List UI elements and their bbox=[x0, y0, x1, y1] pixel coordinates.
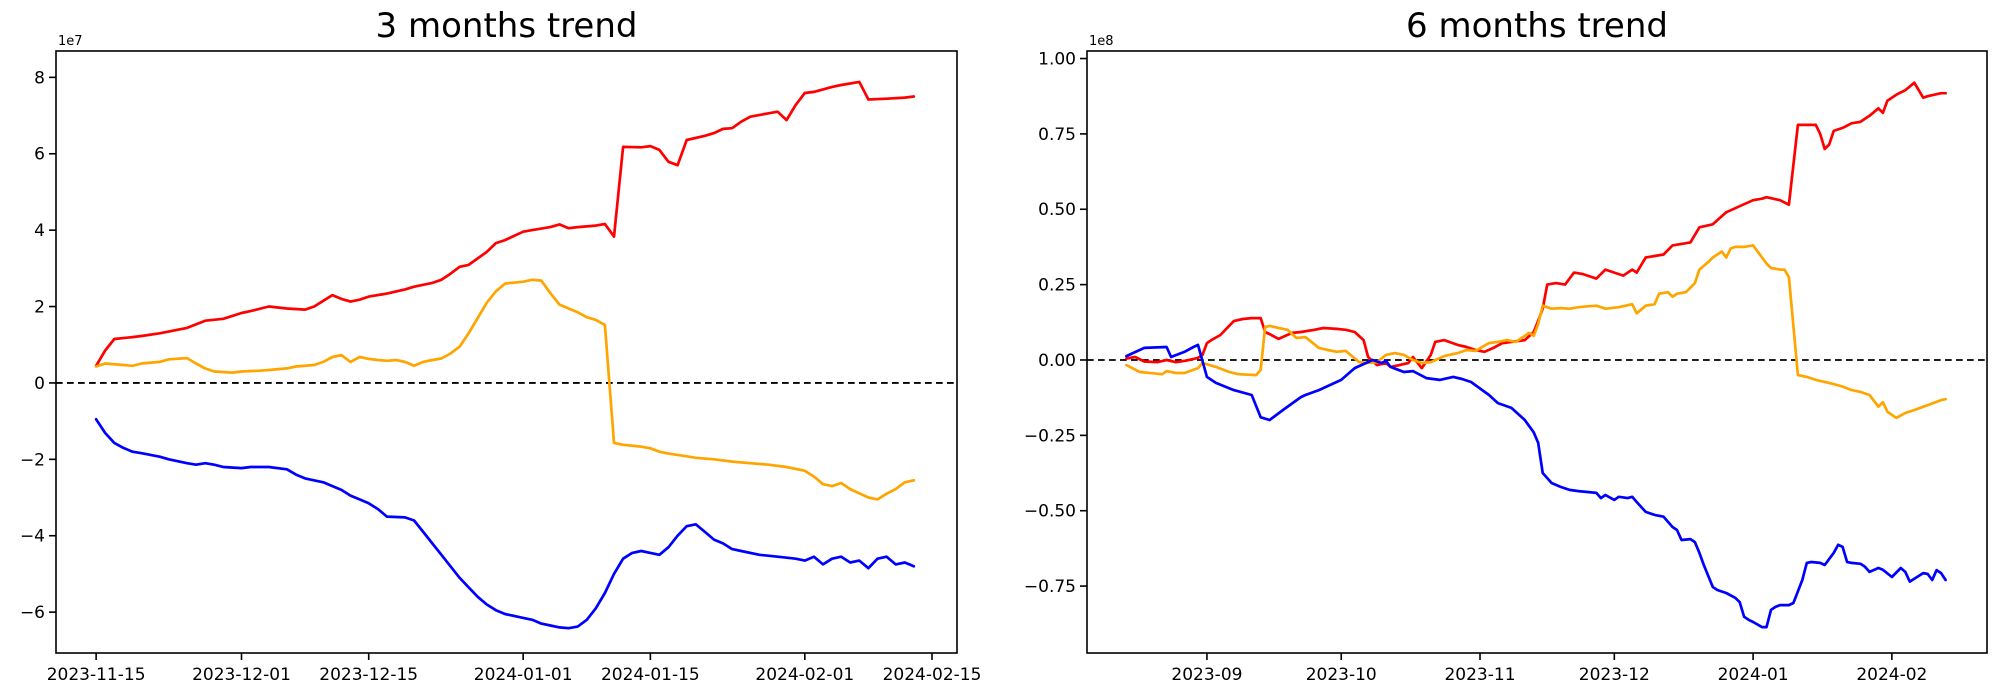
x-tick-label: 2023-12 bbox=[1579, 665, 1650, 685]
y-tick-label: −2 bbox=[20, 450, 45, 470]
y-tick-label: −0.50 bbox=[1024, 502, 1076, 522]
series-line-red bbox=[1125, 81, 1947, 370]
y-tick-label: 4 bbox=[34, 221, 45, 241]
x-tick-label: 2023-12-01 bbox=[192, 665, 291, 685]
x-tick-label: 2024-01-01 bbox=[474, 665, 573, 685]
chart-0: 2023-11-15 2023-12-01 2023-12-15 2024-01-01… bbox=[20, 34, 981, 685]
x-tick-label: 2023-09 bbox=[1171, 665, 1242, 685]
y-tick-label: −6 bbox=[20, 603, 45, 623]
y-tick-label: 6 bbox=[34, 145, 45, 165]
y-axis-offset-label: 1e8 bbox=[1089, 34, 1114, 49]
x-tick-label: 2024-02-01 bbox=[755, 665, 854, 685]
axes-spines bbox=[1086, 50, 1988, 654]
y-tick-label: 0.25 bbox=[1038, 276, 1076, 296]
y-tick-label: 0.75 bbox=[1038, 125, 1076, 145]
x-tick-label: 2023-10 bbox=[1306, 665, 1377, 685]
x-tick-label: 2024-01 bbox=[1718, 665, 1789, 685]
y-tick-label: 8 bbox=[34, 68, 45, 88]
x-tick-label: 2023-12-15 bbox=[319, 665, 418, 685]
y-axis-offset-label: 1e7 bbox=[58, 34, 83, 49]
y-tick-label: −4 bbox=[20, 527, 45, 547]
y-tick-label: −0.75 bbox=[1024, 577, 1076, 597]
y-tick-label: −0.25 bbox=[1024, 426, 1076, 446]
chart-title-3-months: 3 months trend bbox=[375, 6, 638, 46]
series-line-blue bbox=[94, 417, 916, 630]
chart-1: 2023-09 2023-10 2023-11 2023-12 2024-01 2024-… bbox=[1024, 34, 1988, 685]
series-line-orange bbox=[94, 278, 916, 501]
series-line-orange bbox=[1125, 244, 1947, 420]
x-tick-label: 2024-02 bbox=[1856, 665, 1927, 685]
y-tick-label: 2 bbox=[34, 297, 45, 317]
x-tick-label: 2024-01-15 bbox=[601, 665, 700, 685]
y-tick-label: 0.00 bbox=[1038, 351, 1076, 371]
series-line-blue bbox=[1125, 343, 1947, 629]
x-tick-label: 2023-11 bbox=[1444, 665, 1515, 685]
axes-spines bbox=[55, 50, 958, 654]
y-tick-label: 0 bbox=[34, 374, 45, 394]
y-tick-label: 1.00 bbox=[1038, 49, 1076, 69]
chart-title-6-months: 6 months trend bbox=[1406, 6, 1668, 46]
x-tick-label: 2023-11-15 bbox=[47, 665, 146, 685]
series-line-red bbox=[94, 80, 916, 368]
x-tick-label: 2024-02-15 bbox=[883, 665, 982, 685]
y-tick-label: 0.50 bbox=[1038, 200, 1076, 220]
